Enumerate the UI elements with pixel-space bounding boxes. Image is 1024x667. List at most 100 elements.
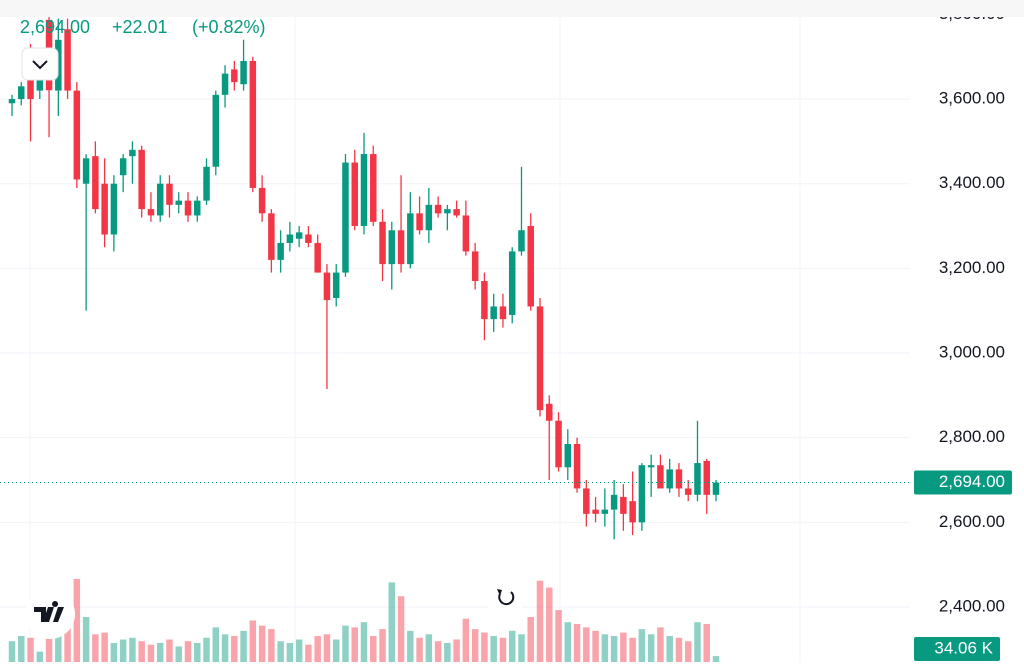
volume-bar	[221, 634, 229, 662]
volume-bar	[332, 639, 340, 662]
volume-pane	[8, 578, 720, 662]
candle-body	[110, 183, 118, 235]
volume-bar	[620, 632, 627, 662]
volume-bar	[129, 637, 136, 662]
volume-bar	[592, 630, 599, 662]
candle-body	[92, 156, 99, 210]
candle-body	[527, 226, 534, 307]
volume-bar	[601, 634, 609, 662]
volume-bar	[508, 630, 516, 662]
header-change: +22.01	[112, 17, 168, 37]
reset-arrow[interactable]	[497, 589, 502, 596]
volume-bar	[351, 627, 358, 662]
chevron-icon[interactable]	[32, 60, 48, 70]
last-price-box	[914, 470, 1012, 495]
volume-bar	[64, 620, 71, 662]
volume-bar	[555, 610, 562, 662]
price-axis: 2,400.00 2,600.00 2,800.00 3,000.00 3,200.00…	[0, 4, 1012, 661]
candles	[8, 14, 720, 540]
volume-bar	[268, 629, 275, 662]
volume-bar	[703, 623, 710, 662]
candle-body	[203, 166, 210, 201]
candle-body	[703, 460, 710, 495]
candle-body	[277, 242, 284, 260]
candle-body	[499, 306, 507, 320]
candle-body	[453, 209, 460, 216]
candle-body	[212, 94, 220, 167]
volume-bar	[184, 641, 192, 662]
volume-bar	[666, 636, 673, 662]
candle-body	[416, 213, 423, 231]
y-tick-label: 2,800.00	[939, 427, 1005, 446]
candle-body	[36, 73, 44, 91]
candle-body	[518, 230, 525, 252]
candle-body	[694, 463, 701, 495]
volume-bar	[92, 634, 99, 662]
candle-body	[249, 60, 257, 188]
volume-bar	[712, 656, 720, 662]
volume-bar	[323, 634, 331, 662]
candle-body	[175, 200, 182, 205]
candle-body	[508, 251, 516, 315]
volume-bar	[55, 625, 62, 662]
candle-body	[666, 469, 673, 489]
volume-bar	[583, 627, 590, 662]
last-price-label: 2,694.00	[939, 472, 1005, 491]
candle-body	[332, 272, 340, 298]
candle-body	[684, 488, 692, 495]
candle-body	[462, 215, 470, 252]
volume-bar	[138, 641, 145, 662]
candle-body	[425, 204, 433, 231]
candle-body	[370, 154, 377, 222]
candle-body	[629, 501, 636, 523]
volume-bar	[258, 625, 266, 662]
candle-body	[351, 162, 358, 227]
candle-body	[295, 232, 303, 239]
volume-bar	[462, 618, 470, 662]
volume-bar	[240, 630, 247, 662]
volume-bar	[82, 617, 90, 662]
candle-body	[573, 444, 581, 489]
volume-bar	[610, 636, 618, 662]
volume-bar	[166, 639, 173, 662]
volume-label-box	[914, 637, 1000, 661]
candle-body	[712, 482, 720, 495]
candle-body	[471, 251, 479, 282]
reset-bg[interactable]	[488, 580, 522, 614]
candle-body	[166, 183, 173, 205]
collapse-button[interactable]	[21, 47, 59, 81]
tv-logo[interactable]	[25, 589, 75, 639]
reset-icon[interactable]	[498, 591, 515, 606]
header-price: 2,694.00	[20, 17, 90, 37]
volume-bar	[518, 634, 525, 662]
volume-bar	[573, 623, 581, 662]
volume-bar	[416, 637, 423, 662]
candle-body	[73, 90, 81, 180]
volume-bar	[684, 641, 692, 662]
candle-body	[546, 403, 553, 421]
volume-bar	[231, 636, 238, 662]
candle-body	[221, 73, 229, 95]
layout	[29, 0, 801, 662]
volume-bar	[110, 642, 118, 662]
candle-body	[147, 209, 155, 216]
volume-bar	[203, 637, 210, 662]
candle-body	[481, 281, 488, 320]
volume-bar	[360, 622, 368, 662]
candle-body	[258, 187, 266, 214]
collapse-button-bg[interactable]	[21, 47, 59, 81]
volume-bar	[379, 629, 386, 662]
volume-bar	[305, 644, 312, 662]
volume-bar	[397, 596, 405, 662]
candle-body	[305, 234, 312, 243]
volume-bar	[295, 639, 303, 662]
candle-body	[555, 420, 562, 468]
candle-body	[138, 149, 145, 210]
reset-button[interactable]	[488, 580, 522, 614]
candle-body	[240, 60, 247, 85]
candle-body	[564, 444, 572, 468]
header-change-percent: (+0.82%)	[192, 17, 266, 37]
candle-body	[18, 86, 25, 100]
volume-bar	[156, 642, 164, 662]
logo-mark[interactable]	[34, 601, 64, 622]
